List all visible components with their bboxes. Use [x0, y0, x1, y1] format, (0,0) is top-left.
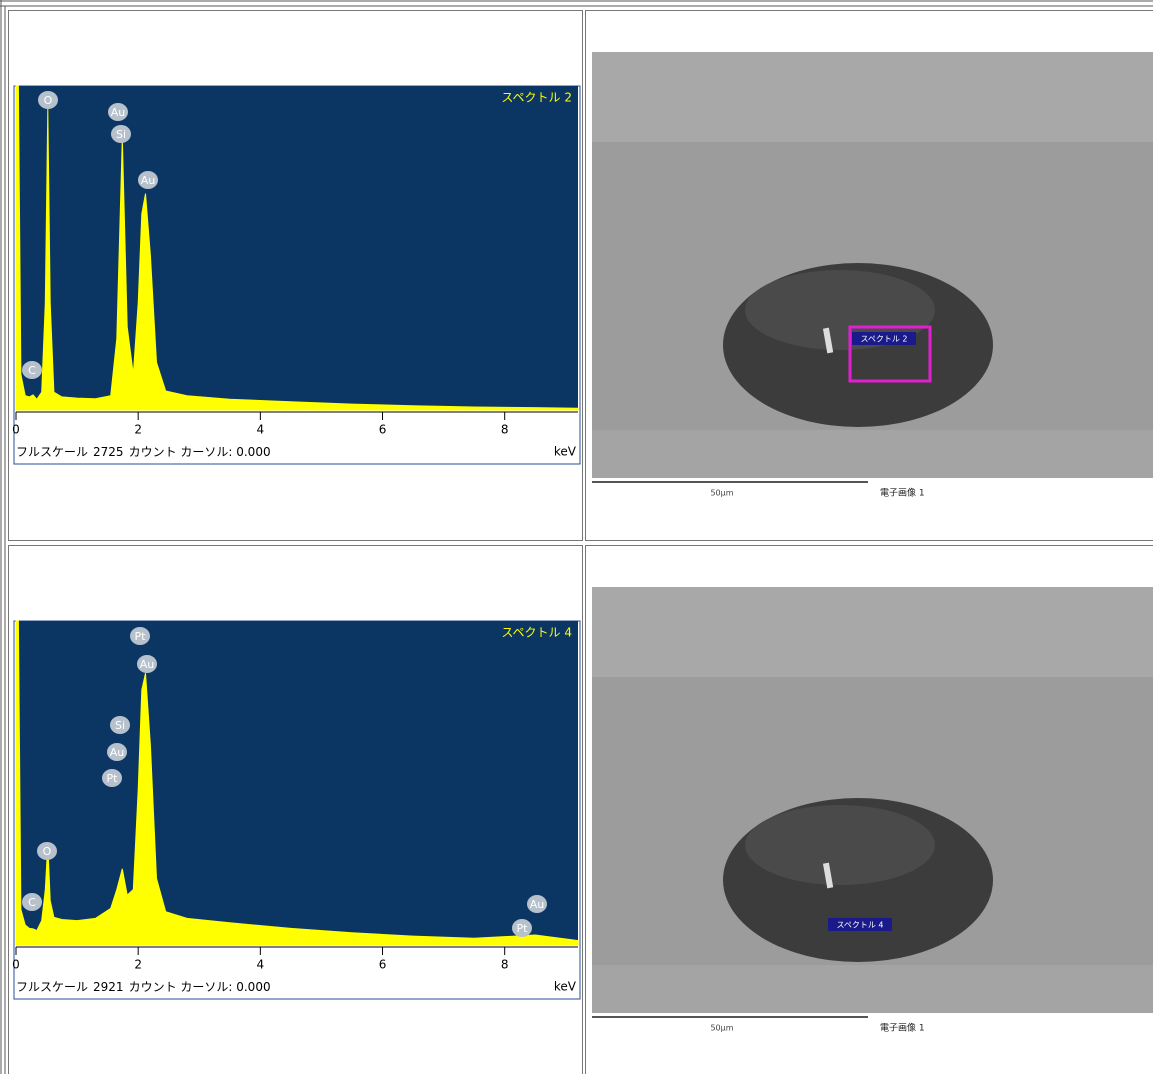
scale-label: 50µm [710, 1024, 733, 1033]
peak-label: Au [110, 746, 125, 759]
spectrum-tag: スペクトル 2 [860, 335, 907, 344]
status-prefix: フルスケール [16, 445, 88, 459]
sem-shade [592, 52, 1153, 142]
spectrum-tag-bg [852, 332, 916, 345]
particle-spot [822, 862, 834, 889]
x-unit: keV [554, 445, 577, 459]
status-line: フルスケール 2725 カウント カーソル: 0.000 [16, 445, 271, 459]
table-cell [8, 10, 583, 541]
image-caption: 電子画像 1 [880, 487, 925, 499]
x-tick-label: 8 [501, 423, 509, 437]
x-tick-label: 6 [379, 958, 387, 972]
full-scale: 2725 [93, 445, 124, 459]
x-tick-label: 0 [12, 423, 20, 437]
peak-label: O [44, 94, 53, 107]
sem-floor [592, 430, 1153, 478]
chart-title: スペクトル 4 [501, 626, 572, 640]
particle-highlight [745, 270, 935, 350]
peak-badge [527, 895, 547, 913]
table-row: 0 2 4 6 8 スペクトル 4 keV フルスケール 2921 カウント カーソル: 0.00… [8, 545, 1153, 1074]
peak-label: C [28, 896, 36, 909]
table-row: 0 2 4 6 8 スペクトル 2 keV フルスケール 2725 カウント カーソル: 0.00… [8, 10, 1153, 541]
full-scale: 2921 [93, 980, 124, 994]
spectrum-area [15, 85, 579, 411]
peak-badge [130, 627, 150, 645]
peak-badge [38, 91, 58, 109]
table-cell [585, 10, 1153, 541]
x-tick-label: 0 [12, 958, 20, 972]
x-tick-label: 2 [134, 958, 142, 972]
x-tick-label: 4 [257, 423, 265, 437]
status-suffix: カウント カーソル: 0.000 [129, 980, 271, 994]
peak-badge [111, 125, 131, 143]
peak-label: Si [115, 719, 125, 732]
peak-label: Au [141, 174, 156, 187]
x-tick-label: 6 [379, 423, 387, 437]
peak-label: Au [140, 658, 155, 671]
spectrum-tag: スペクトル 4 [836, 921, 883, 930]
sem-floor [592, 965, 1153, 1013]
table-cell [8, 545, 583, 1074]
table-cell [585, 545, 1153, 1074]
peak-label: Au [111, 106, 126, 119]
x-tick-label: 8 [501, 958, 509, 972]
peak-badge [512, 919, 532, 937]
analysis-region [848, 325, 932, 383]
status-line: フルスケール 2921 カウント カーソル: 0.000 [16, 980, 271, 994]
chart-title: スペクトル 2 [501, 91, 572, 105]
peak-label: Au [530, 898, 545, 911]
peak-badge [137, 655, 157, 673]
peak-badge [37, 842, 57, 860]
peak-badge [110, 716, 130, 734]
status-prefix: フルスケール [16, 980, 88, 994]
peak-badge [102, 769, 122, 787]
peak-badge [108, 103, 128, 121]
peak-label: Pt [517, 922, 529, 935]
peak-label: Si [116, 128, 126, 141]
sem-shade [592, 587, 1153, 677]
peak-badge [107, 743, 127, 761]
peak-label: O [43, 845, 52, 858]
spectrum-tag-bg [828, 918, 892, 931]
plot-background [16, 86, 578, 410]
plot-background [16, 621, 578, 945]
status-suffix: カウント カーソル: 0.000 [129, 445, 271, 459]
particle-spot [822, 327, 834, 354]
image-caption: 電子画像 1 [880, 1022, 925, 1034]
peak-badge [22, 361, 42, 379]
x-tick-label: 2 [134, 423, 142, 437]
peak-badge [22, 893, 42, 911]
spectrum-area [15, 620, 579, 946]
peak-label: C [28, 364, 36, 377]
x-unit: keV [554, 980, 577, 994]
scale-label: 50µm [710, 489, 733, 498]
peak-badge [138, 171, 158, 189]
x-tick-label: 4 [257, 958, 265, 972]
peak-label: Pt [107, 772, 119, 785]
particle-highlight [745, 805, 935, 885]
peak-label: Pt [135, 630, 147, 643]
